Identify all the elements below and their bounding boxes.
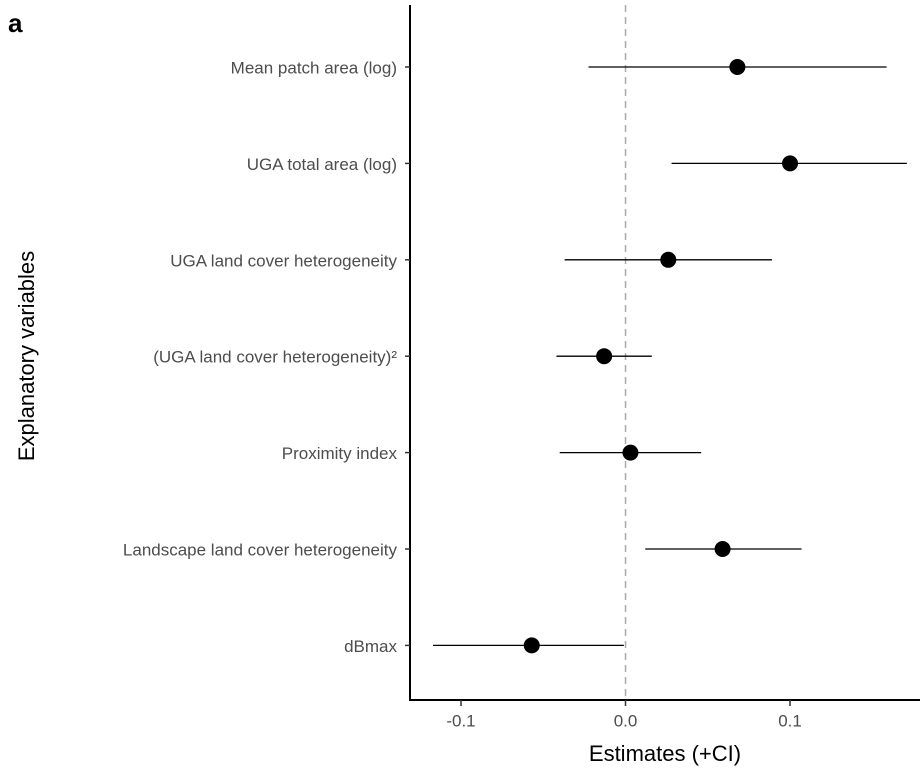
estimate-point: [782, 155, 799, 172]
estimate-point: [622, 444, 639, 461]
estimate-point: [523, 637, 540, 654]
category-label: (UGA land cover heterogeneity)²: [153, 348, 397, 367]
category-label: Landscape land cover heterogeneity: [123, 540, 398, 559]
x-tick-label: 0.1: [778, 711, 802, 730]
estimate-point: [660, 251, 677, 268]
estimate-point: [596, 348, 613, 365]
category-label: Proximity index: [282, 444, 398, 463]
x-tick-label: 0.0: [614, 711, 638, 730]
estimate-point: [729, 59, 746, 75]
category-label: UGA total area (log): [247, 155, 397, 174]
estimate-point: [714, 541, 731, 557]
category-label: Mean patch area (log): [231, 58, 397, 77]
category-label: UGA land cover heterogeneity: [170, 251, 397, 270]
panel-label: a: [8, 8, 23, 38]
x-tick-label: -0.1: [446, 711, 475, 730]
x-axis-label: Estimates (+CI): [589, 741, 741, 766]
y-axis-label: Explanatory variables: [14, 251, 39, 461]
category-label: dBmax: [344, 637, 397, 656]
